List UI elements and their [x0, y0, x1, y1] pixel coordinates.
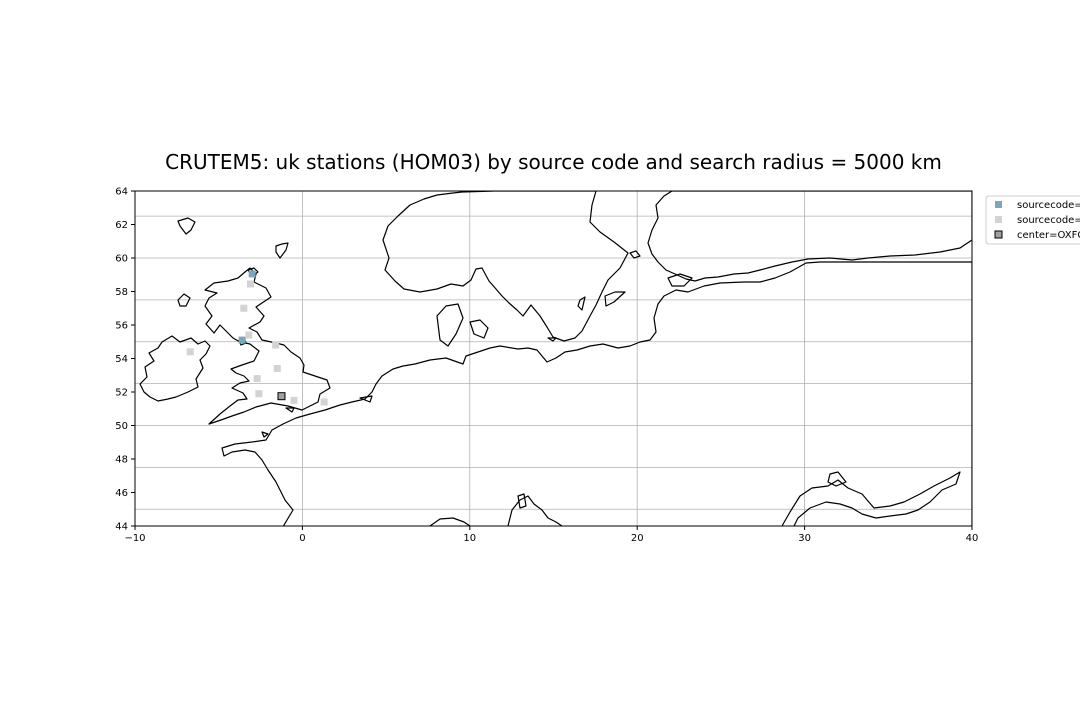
coast-aland — [629, 250, 641, 259]
x-axis-ticks: −10 0 10 20 30 40 — [124, 526, 978, 544]
y-tick-label: 46 — [115, 488, 128, 499]
y-tick-label: 56 — [115, 321, 128, 332]
y-tick-label: 44 — [115, 522, 128, 533]
coast-zealand — [469, 319, 489, 339]
coast-netherlands-islands — [359, 395, 373, 403]
station-marker — [240, 304, 248, 312]
coast-continent — [221, 261, 972, 526]
coast-finland — [647, 191, 972, 282]
x-tick-label: 0 — [299, 533, 305, 544]
coast-iberia — [429, 517, 471, 526]
coast-corsica — [517, 493, 527, 509]
y-tick-label: 62 — [115, 220, 128, 231]
coast-great-britain — [204, 267, 331, 425]
coast-ireland — [139, 335, 211, 402]
station-marker — [238, 336, 246, 344]
coast-jersey — [261, 431, 269, 438]
y-tick-label: 50 — [115, 421, 128, 432]
station-marker — [253, 375, 261, 383]
coast-shetland — [275, 242, 289, 259]
coast-saaremaa — [667, 273, 693, 287]
coast-bornholm — [547, 337, 557, 342]
center-station-marker — [277, 392, 286, 401]
x-tick-label: 20 — [631, 533, 644, 544]
x-tick-label: −10 — [124, 533, 145, 544]
coast-wight — [285, 407, 295, 413]
legend: sourcecode= sourcecode= center=OXFC — [985, 195, 1080, 245]
station-marker — [245, 331, 253, 339]
y-tick-label: 58 — [115, 287, 128, 298]
station-marker — [248, 270, 256, 278]
y-tick-label: 54 — [115, 354, 128, 365]
coast-scandinavia — [382, 191, 629, 342]
legend-marker-0 — [995, 201, 1002, 208]
coast-gotland — [604, 291, 626, 307]
y-tick-label: 52 — [115, 388, 128, 399]
coast-hebrides — [177, 293, 191, 307]
legend-label-1: sourcecode= — [1017, 215, 1080, 226]
station-marker — [272, 341, 280, 349]
y-tick-label: 60 — [115, 254, 128, 265]
station-marker — [273, 365, 281, 373]
station-marker — [186, 348, 194, 356]
legend-label-0: sourcecode= — [1017, 200, 1080, 211]
legend-label-2: center=OXFC — [1017, 230, 1080, 241]
legend-frame — [985, 195, 1080, 245]
y-axis-ticks: 44 46 48 50 52 54 56 58 60 62 64 — [115, 187, 135, 533]
coast-italy — [507, 495, 563, 526]
coast-faroe — [177, 217, 196, 235]
x-tick-label: 30 — [798, 533, 811, 544]
station-marker — [320, 398, 328, 406]
x-tick-label: 10 — [463, 533, 476, 544]
y-tick-label: 64 — [115, 187, 128, 198]
legend-marker-2 — [994, 230, 1003, 239]
x-tick-label: 40 — [966, 533, 979, 544]
y-tick-label: 48 — [115, 455, 128, 466]
coast-denmark — [436, 303, 464, 347]
coastlines — [139, 191, 972, 526]
stations — [186, 270, 328, 406]
station-marker — [255, 390, 263, 398]
station-marker — [247, 280, 255, 288]
map-title: CRUTEM5: uk stations (HOM03) by source c… — [165, 150, 942, 174]
coast-black-sea — [781, 471, 961, 526]
legend-marker-1 — [995, 216, 1002, 223]
station-marker — [290, 396, 298, 404]
coast-crimea — [827, 471, 847, 487]
coast-oland — [577, 296, 586, 311]
